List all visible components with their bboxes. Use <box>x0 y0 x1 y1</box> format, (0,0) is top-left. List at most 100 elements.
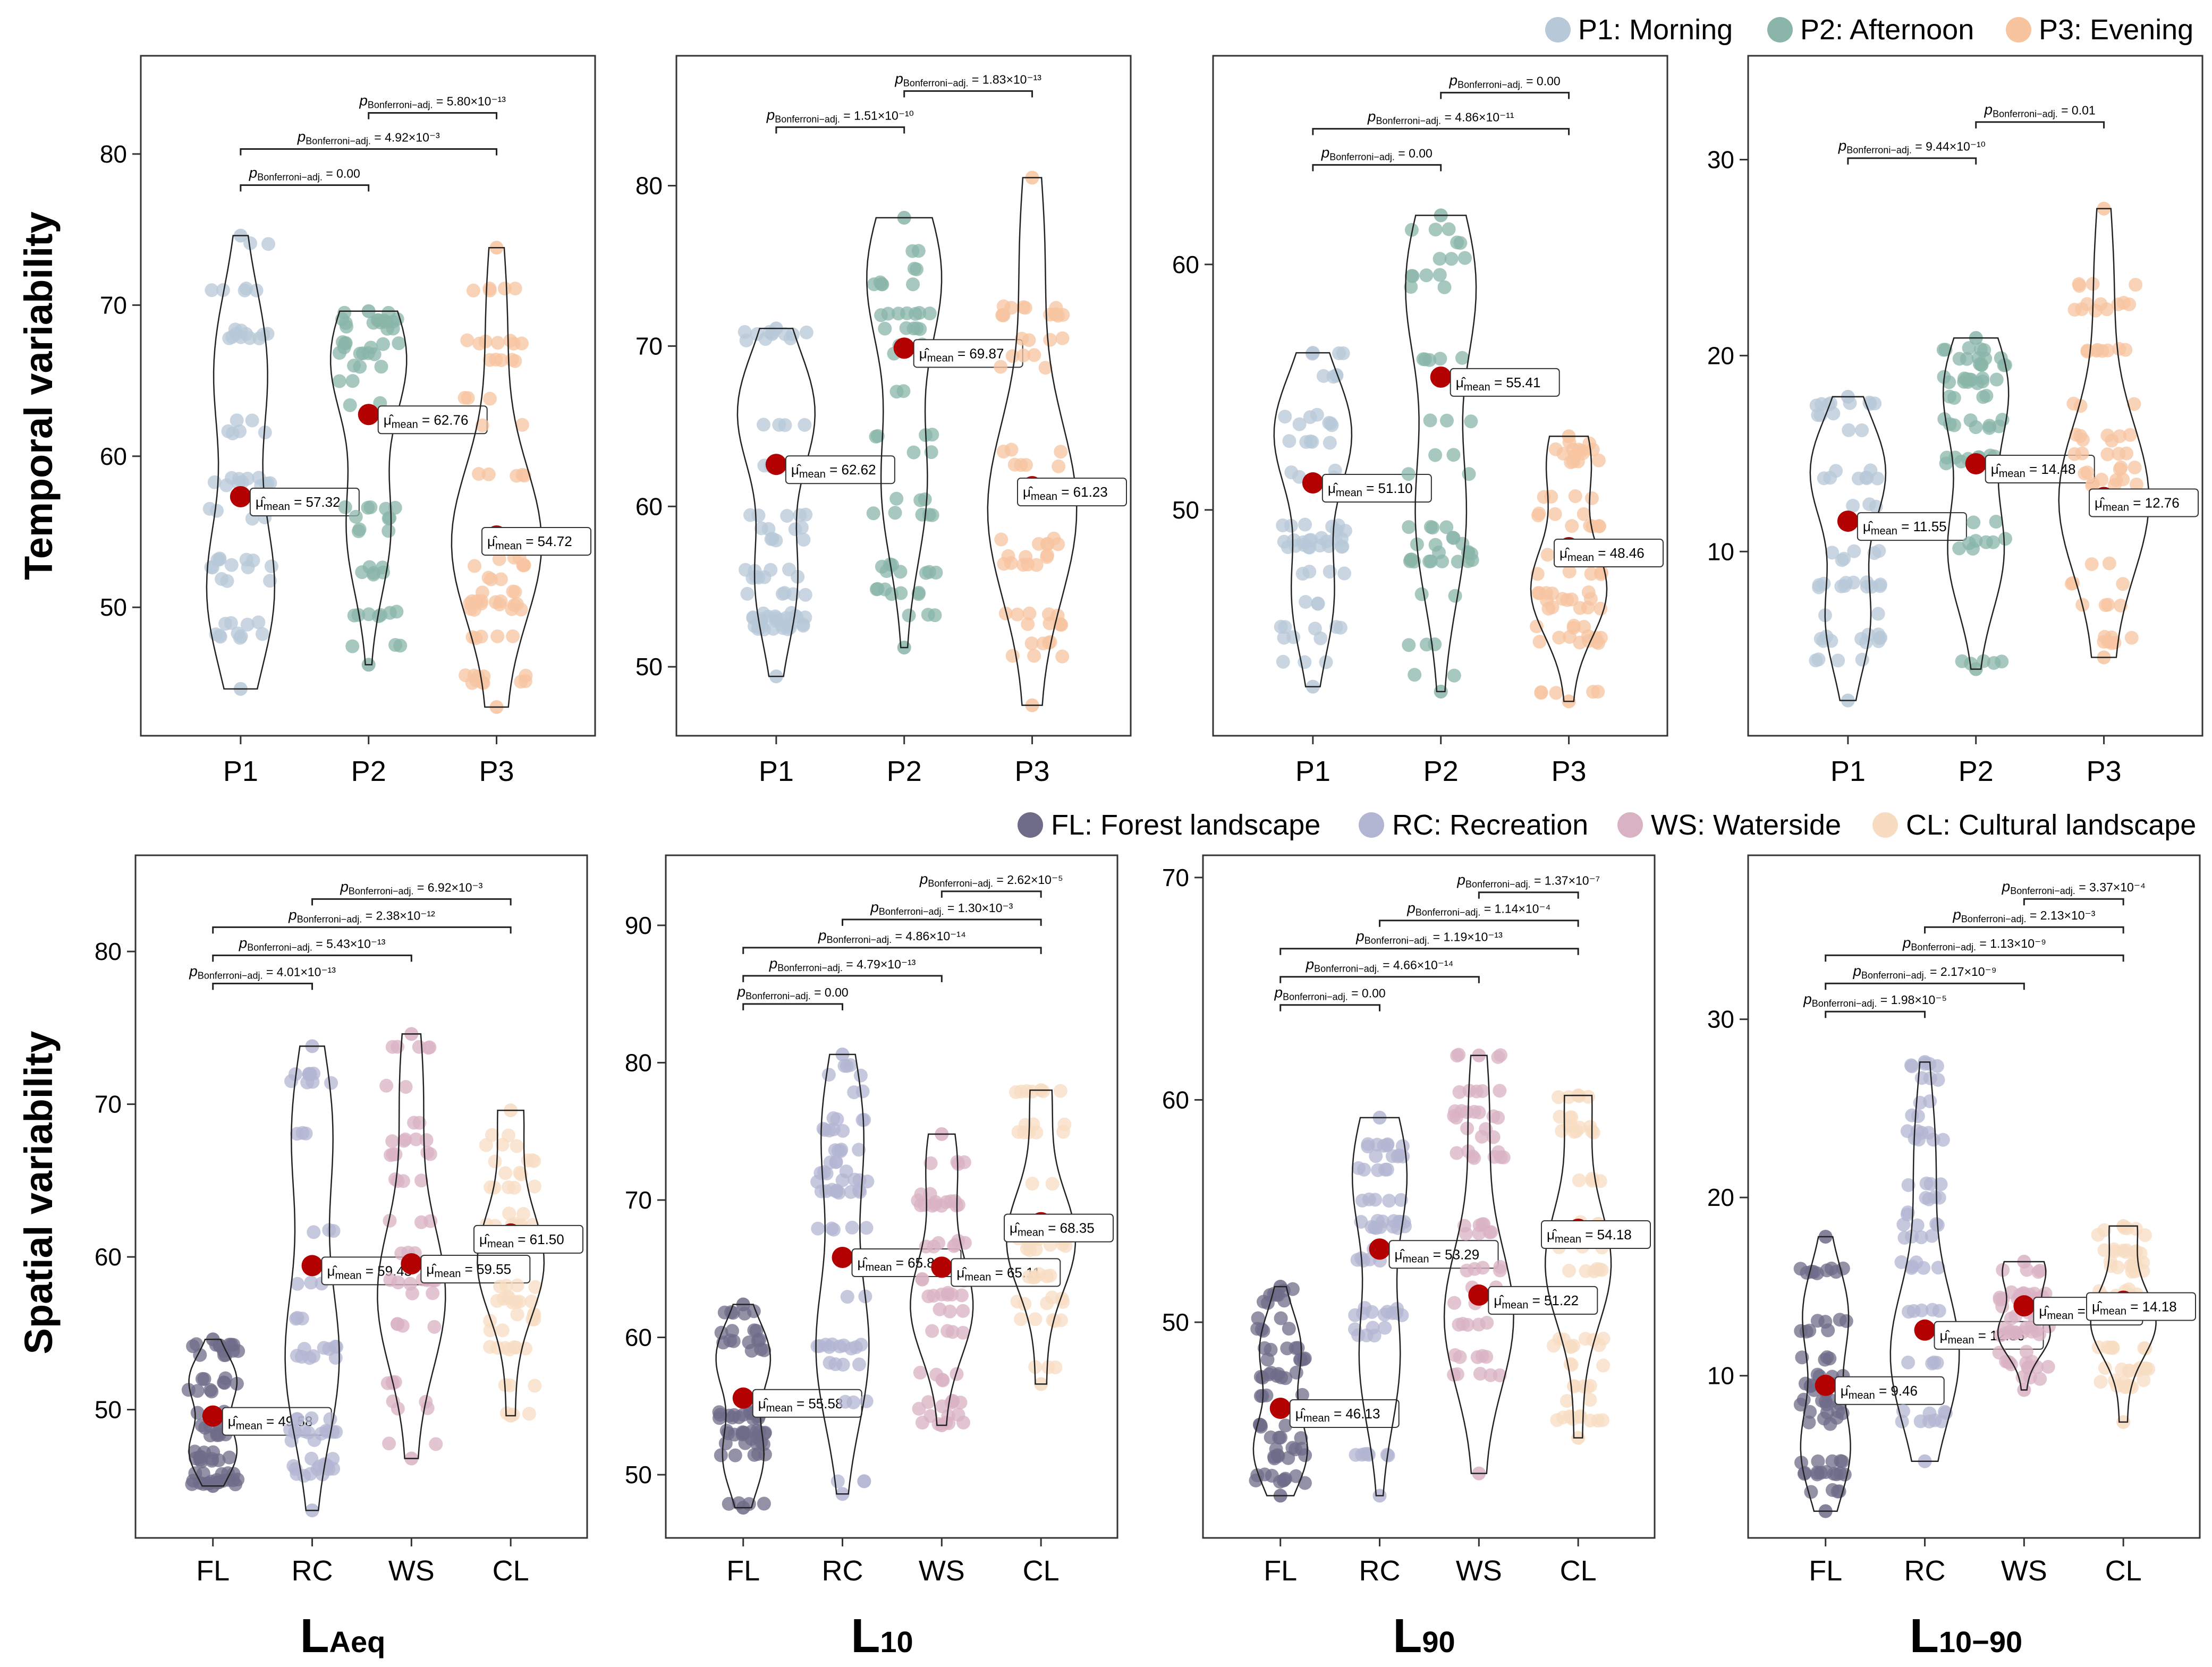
point-r1c3-FL <box>1818 1353 1832 1367</box>
point-r1c3-FL <box>1820 1405 1834 1419</box>
violin-r0c1-P3 <box>987 177 1078 706</box>
mean-symbol: μ̂ <box>919 345 930 361</box>
point-r0c2-P1 <box>1292 417 1307 431</box>
point-r0c0-P1 <box>249 283 264 297</box>
point-r1c1-CL <box>1028 1312 1043 1326</box>
point-r1c3-WS <box>2032 1327 2046 1341</box>
point-r1c0-FL <box>231 1344 245 1358</box>
point-r0c2-P3 <box>1591 636 1606 650</box>
point-r0c3-P2 <box>1963 372 1977 387</box>
point-r1c2-FL <box>1265 1469 1279 1483</box>
point-r0c3-P3 <box>2105 433 2119 448</box>
point-r1c3-WS <box>2019 1345 2033 1359</box>
point-r0c2-P2 <box>1446 531 1460 545</box>
mean-subscript: mean <box>1999 468 2025 480</box>
point-r0c3-P2 <box>1976 375 1990 389</box>
p-subscript: Bonferroni−adj. <box>349 886 414 896</box>
point-r0c0-P1 <box>251 615 266 630</box>
point-r1c2-CL <box>1573 1410 1587 1424</box>
mean-symbol: μ̂ <box>758 1396 769 1411</box>
legend-swatch-p2 <box>1767 17 1793 42</box>
point-r1c0-WS <box>385 1134 400 1149</box>
point-r1c1-RC <box>810 1339 825 1354</box>
point-r1c0-CL <box>502 1206 516 1221</box>
point-r0c3-P3 <box>2090 343 2105 357</box>
point-r1c2-CL <box>1552 1332 1566 1346</box>
point-r0c1-P3 <box>1054 445 1068 459</box>
comparison-bracket-r1c2-0 <box>1279 1004 1381 1011</box>
point-r0c2-P3 <box>1591 453 1606 467</box>
points-r0c3-P3 <box>2064 201 2143 665</box>
point-r1c3-RC <box>1919 1176 1934 1190</box>
mean-value: = 12.76 <box>2129 495 2180 511</box>
p-symbol: p <box>359 92 368 108</box>
mean-label-box-r1c0-CL <box>473 1224 583 1254</box>
x-tick-label-r0c3-P3: P3 <box>2087 755 2122 787</box>
comparison-r1c3-1: pBonferroni−adj. = 2.17×10⁻⁹ <box>1825 963 2025 990</box>
point-r0c0-P3 <box>494 572 508 586</box>
point-r1c3-FL <box>1810 1466 1824 1480</box>
point-r0c3-P1 <box>1837 579 1852 593</box>
points-r1c2-CL <box>1546 1088 1611 1445</box>
point-r1c2-WS <box>1473 1366 1487 1381</box>
point-r1c0-FL <box>189 1337 204 1351</box>
point-r0c2-P3 <box>1573 635 1587 650</box>
comparison-label-r1c3-3: pBonferroni−adj. = 2.13×10⁻³ <box>1952 906 2095 924</box>
point-r1c0-WS <box>391 1040 404 1054</box>
comparison-label-r0c3-1: pBonferroni−adj. = 0.01 <box>1984 101 2096 120</box>
point-r1c3-FL <box>1829 1265 1843 1279</box>
comparison-bracket-r0c2-1 <box>1312 127 1570 135</box>
point-r1c1-CL <box>1057 1117 1072 1132</box>
point-r0c2-P2 <box>1401 467 1416 481</box>
point-r0c2-P2 <box>1419 268 1434 283</box>
mean-label-box-r0c3-P3 <box>2089 488 2199 517</box>
point-r0c3-P1 <box>1873 577 1887 592</box>
point-r1c2-FL <box>1257 1341 1272 1355</box>
point-r0c1-P3 <box>1021 557 1035 572</box>
x-tick-label-r1c2-WS: WS <box>1456 1555 1502 1587</box>
point-r0c1-P2 <box>912 306 927 320</box>
point-r1c1-RC <box>837 1059 852 1073</box>
point-r0c2-P3 <box>1584 567 1598 581</box>
p-symbol: p <box>249 164 258 181</box>
point-r0c0-P2 <box>349 509 363 524</box>
point-r1c3-CL <box>2091 1340 2106 1355</box>
point-r1c3-FL <box>1823 1417 1837 1431</box>
point-r1c0-CL <box>505 1295 520 1309</box>
point-r0c2-P3 <box>1585 491 1599 505</box>
point-r1c2-FL <box>1280 1341 1294 1356</box>
points-r0c3-P1 <box>1809 389 1888 708</box>
col-title-laeq-sub: Aeq <box>329 1625 386 1659</box>
legend-swatch-ws <box>1617 812 1643 838</box>
point-r0c3-P1 <box>1847 544 1861 558</box>
point-r1c2-RC <box>1351 1328 1366 1342</box>
point-r0c1-P3 <box>1052 459 1066 473</box>
mean-value: = 68.35 <box>1044 1220 1095 1236</box>
comparison-bracket-r1c1-0 <box>742 1003 844 1010</box>
point-r0c1-P2 <box>902 608 916 623</box>
p-symbol: p <box>870 899 879 915</box>
point-r0c2-P2 <box>1402 520 1416 534</box>
point-r1c2-RC <box>1356 1306 1370 1321</box>
point-r0c1-P3 <box>1021 617 1035 631</box>
comparison-r0c3-0: pBonferroni−adj. = 9.44×10⁻¹⁰ <box>1838 138 1986 165</box>
point-r1c3-CL <box>2108 1373 2122 1388</box>
comparison-bracket-r1c3-4 <box>2023 898 2124 906</box>
col-title-l10-90: L10−90 <box>1910 1610 2022 1663</box>
point-r0c0-P2 <box>345 374 360 388</box>
point-r1c1-RC <box>829 1155 843 1169</box>
point-r0c2-P1 <box>1308 622 1322 636</box>
p-value: = 2.38×10⁻¹² <box>362 908 435 922</box>
point-r0c0-P2 <box>347 608 361 623</box>
point-r0c1-P3 <box>1015 331 1029 346</box>
mean-value: = 61.50 <box>514 1231 564 1247</box>
violin-r0c2-P1 <box>1273 352 1353 687</box>
mean-subscript: mean <box>1018 1227 1044 1239</box>
mean-value: = 48.46 <box>1594 545 1645 561</box>
point-r1c1-CL <box>1040 1269 1054 1283</box>
point-r0c2-P3 <box>1556 447 1571 461</box>
point-r1c0-RC <box>294 1350 309 1364</box>
point-r0c1-P2 <box>869 582 884 597</box>
